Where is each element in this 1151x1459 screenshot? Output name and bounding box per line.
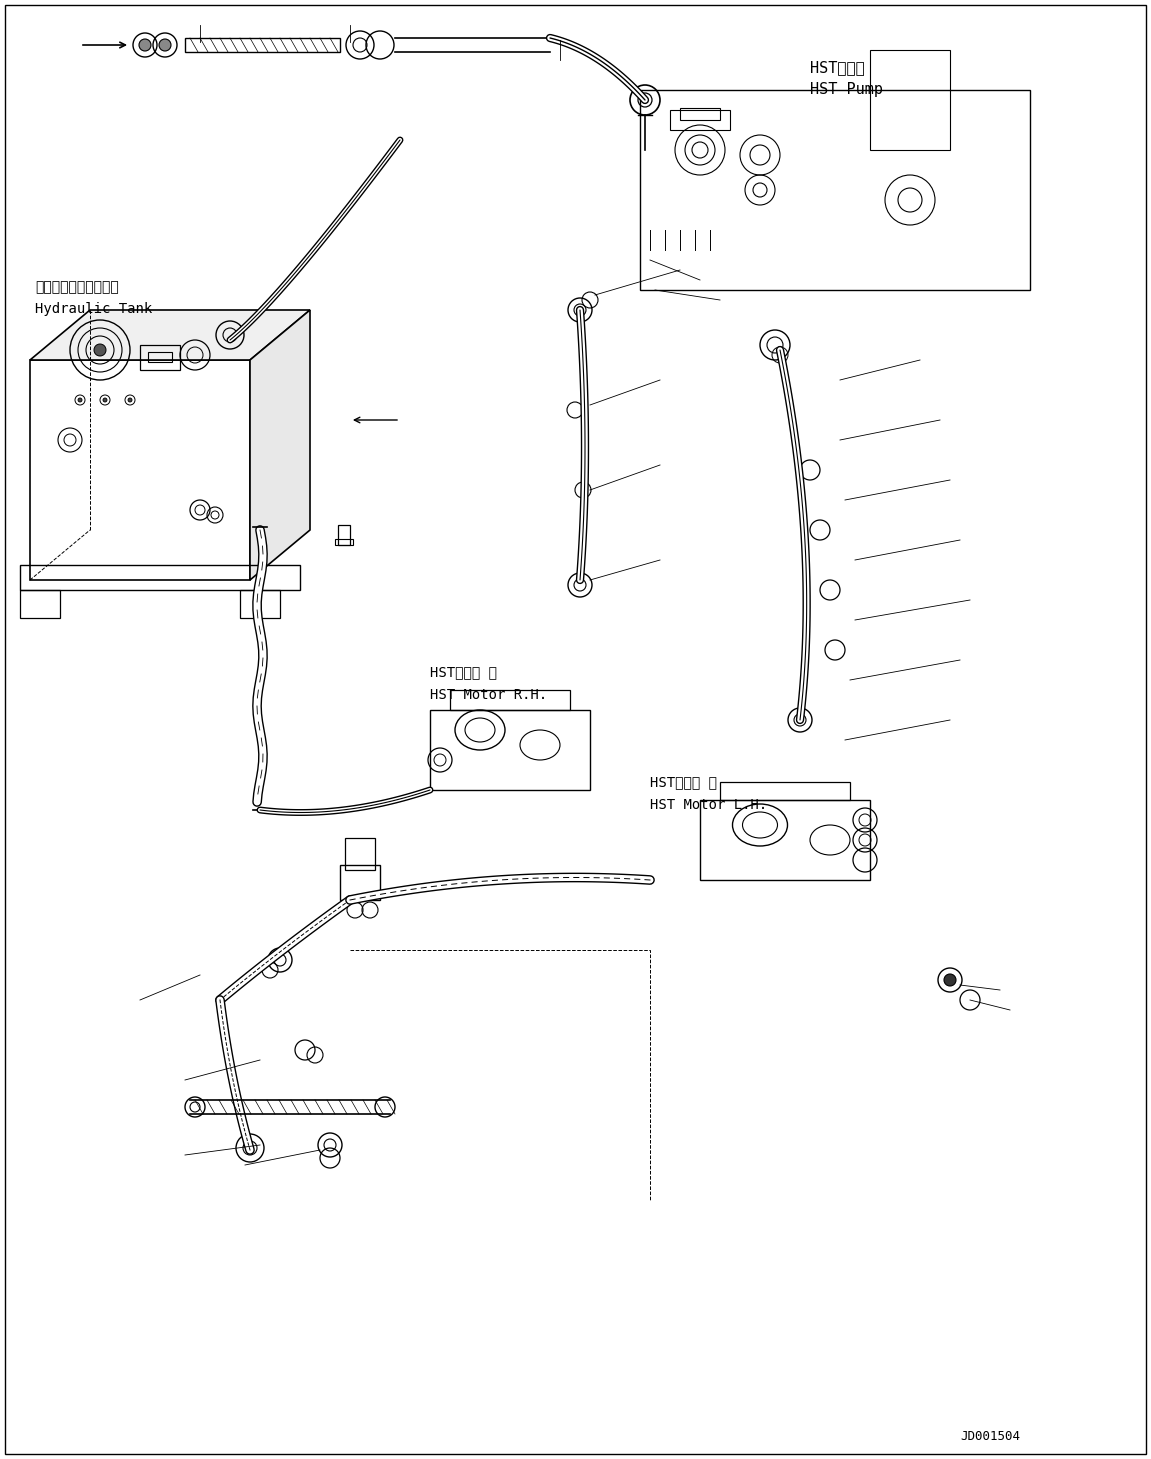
Bar (640, 90, 1030, 290)
Text: HST Pump: HST Pump (810, 82, 883, 96)
Text: HSTポンプ: HSTポンプ (810, 60, 864, 74)
Bar (345, 837, 375, 870)
Circle shape (78, 398, 82, 403)
Text: HST Motor L.H.: HST Motor L.H. (650, 798, 768, 813)
Bar (20, 565, 300, 589)
Bar (338, 525, 350, 546)
Bar (450, 690, 570, 711)
Circle shape (102, 398, 107, 403)
Polygon shape (30, 309, 310, 360)
Circle shape (944, 975, 956, 986)
Bar (670, 109, 730, 130)
Bar (20, 589, 60, 619)
Bar (30, 360, 250, 581)
Bar (680, 108, 721, 120)
Text: Hydraulic Tank: Hydraulic Tank (35, 302, 152, 317)
Circle shape (94, 344, 106, 356)
Circle shape (128, 398, 132, 403)
Text: HSTモータ 左: HSTモータ 左 (650, 775, 717, 789)
Text: JD001504: JD001504 (960, 1430, 1020, 1443)
Text: ハイドロリックタンク: ハイドロリックタンク (35, 280, 119, 295)
Polygon shape (185, 38, 340, 53)
Bar (335, 538, 353, 546)
Text: HST Motor R.H.: HST Motor R.H. (430, 689, 547, 702)
Text: HSTモータ 右: HSTモータ 右 (430, 665, 497, 678)
Polygon shape (250, 309, 310, 581)
Bar (430, 711, 590, 789)
Bar (721, 782, 849, 800)
Bar (870, 50, 950, 150)
Circle shape (139, 39, 151, 51)
Bar (700, 800, 870, 880)
Bar (148, 352, 171, 362)
Bar (241, 589, 280, 619)
Bar (340, 865, 380, 900)
Circle shape (159, 39, 171, 51)
Bar (140, 344, 180, 371)
